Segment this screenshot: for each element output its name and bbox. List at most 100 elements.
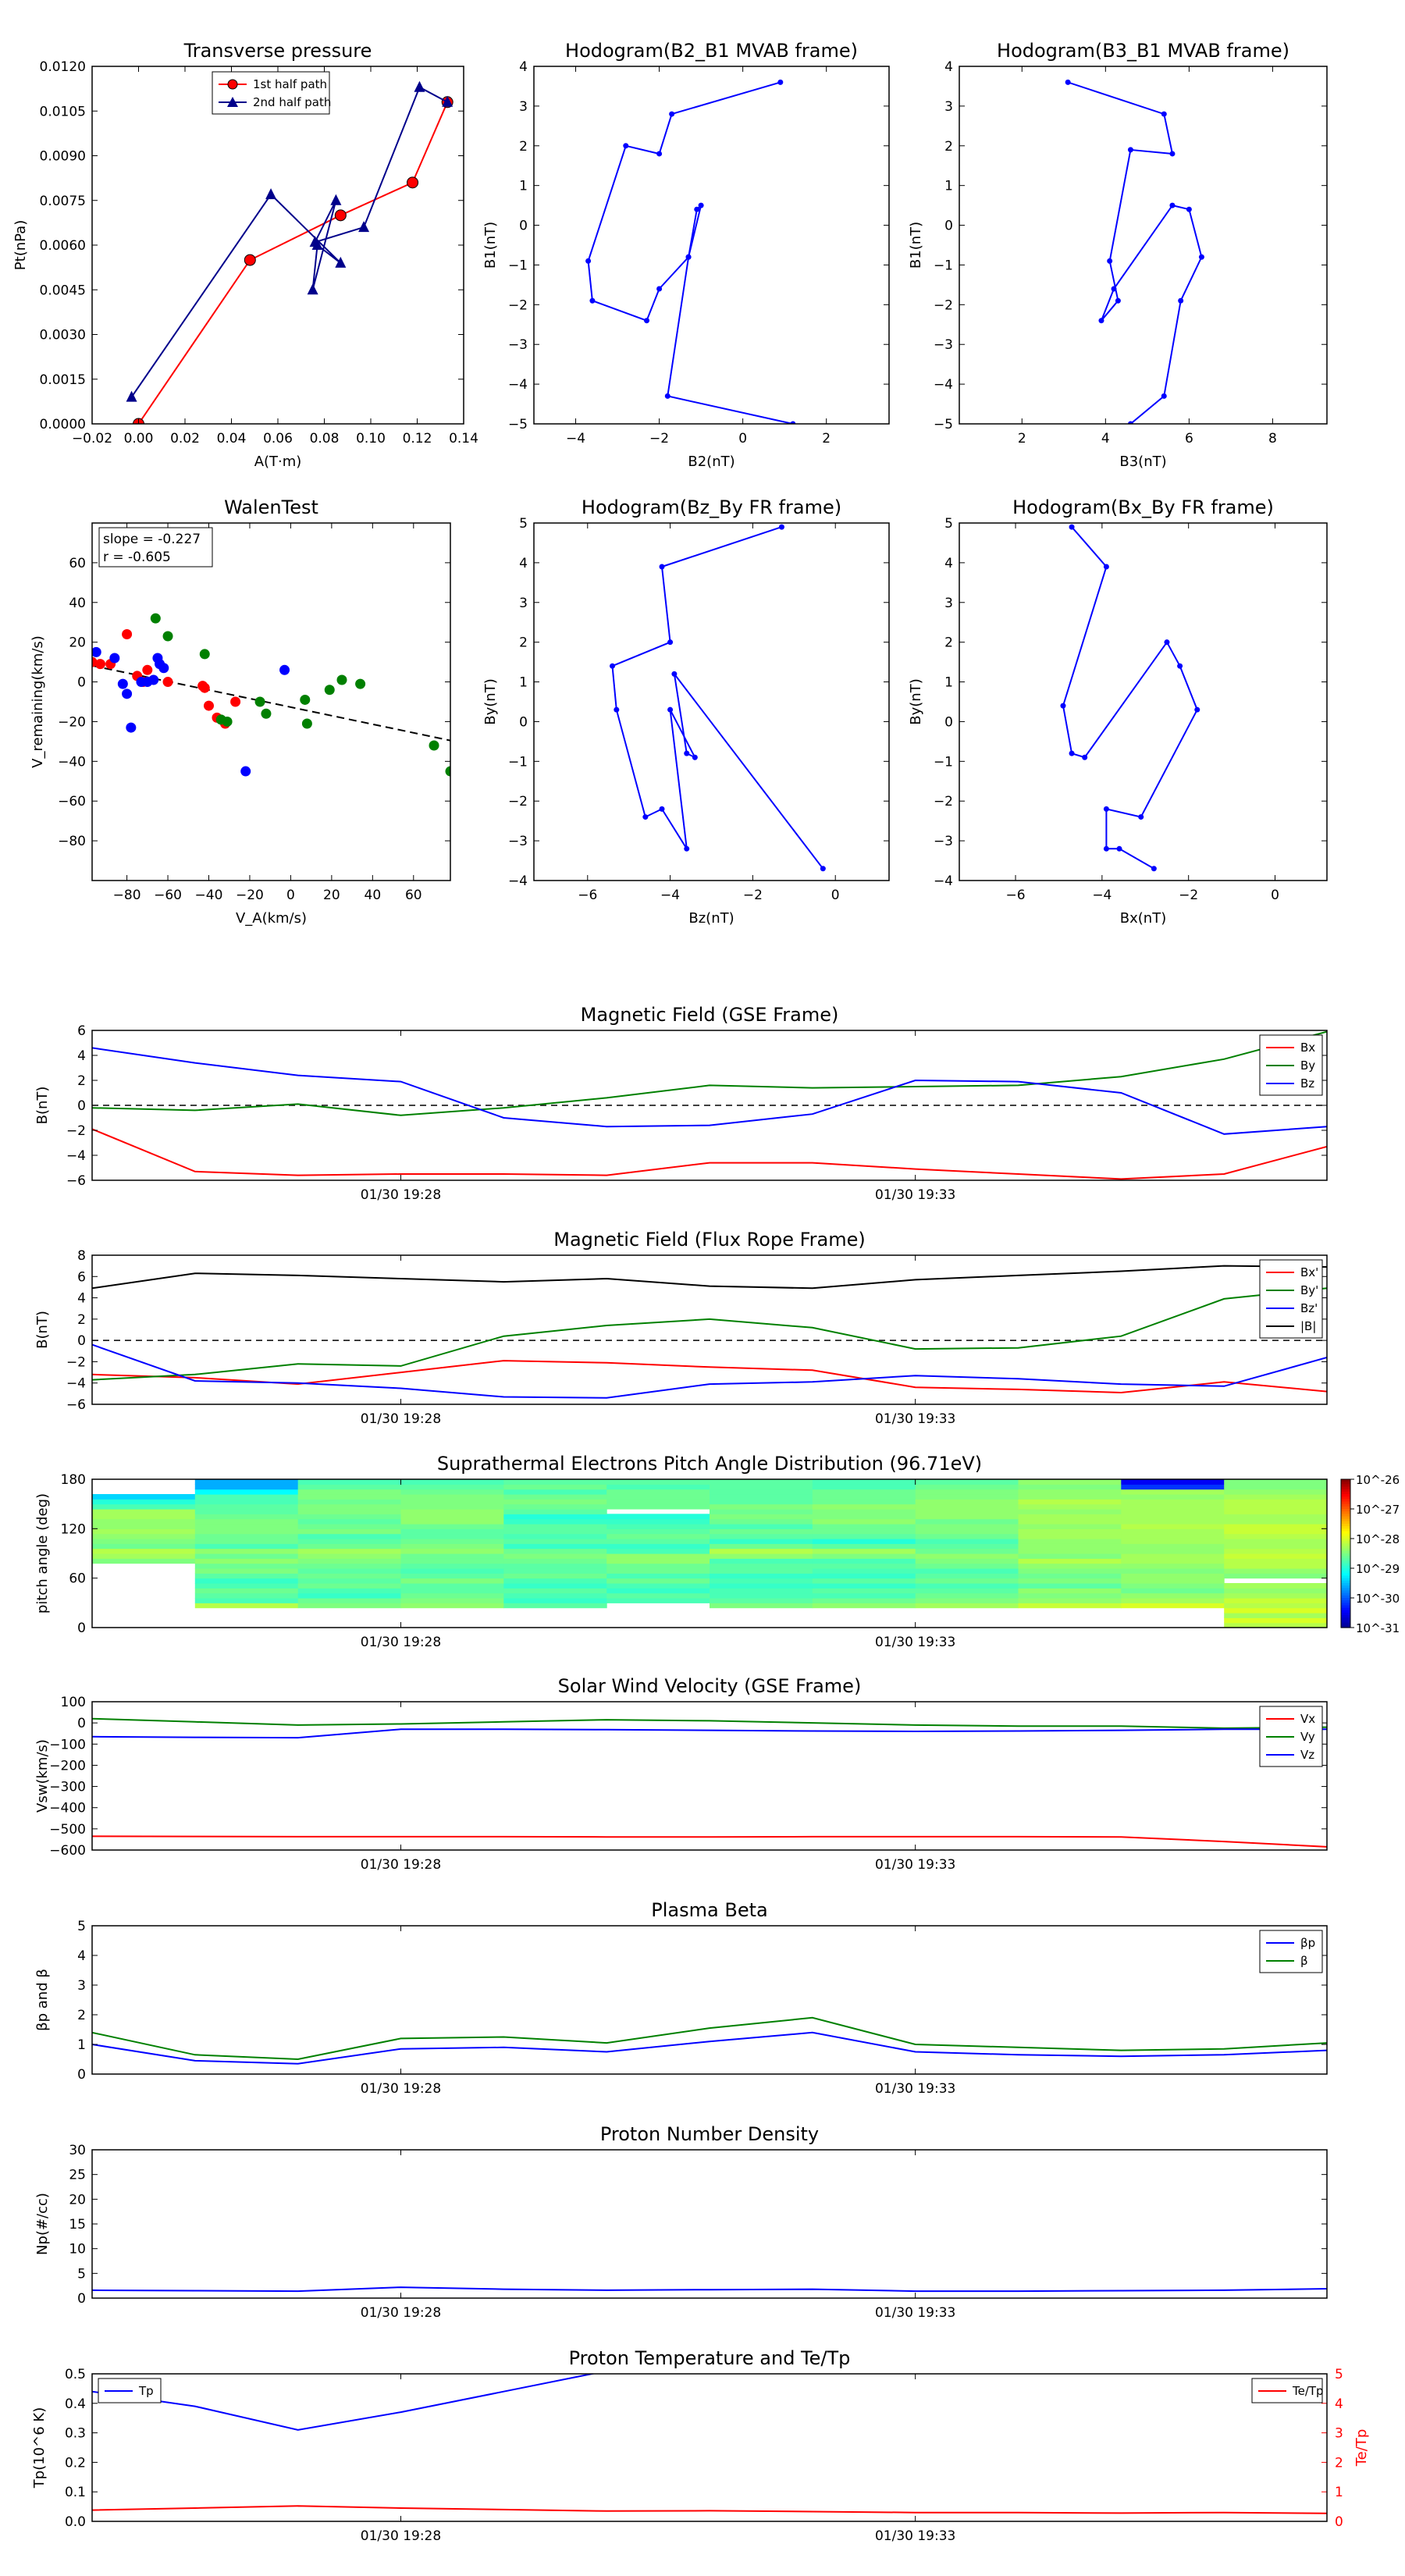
y2-tick-label: 5 — [1335, 2367, 1343, 2382]
y2-tick-label: 1 — [1335, 2485, 1343, 2500]
plot-area — [585, 79, 796, 424]
x-tick-label: 2 — [1018, 431, 1026, 447]
plot-area — [92, 1479, 1327, 1628]
plot-frame — [91, 522, 451, 881]
x-tick-label: 0 — [738, 431, 747, 447]
heat-cell — [1121, 1494, 1225, 1500]
heat-cell — [812, 1578, 916, 1584]
y-tick-label: −2 — [934, 297, 953, 313]
heat-cell — [915, 1489, 1019, 1495]
x-tick-label: 01/30 19:33 — [875, 1635, 955, 1650]
colorbar-segment — [1341, 1486, 1350, 1490]
y-tick-label: 100 — [61, 1695, 86, 1710]
series-line-By — [92, 1030, 1327, 1116]
y-tick-label: −1 — [934, 258, 953, 273]
y-tick-label: −20 — [58, 714, 86, 730]
heat-cell — [194, 1518, 299, 1525]
heat-cell — [1224, 1568, 1327, 1574]
y-axis-label: Np(#/cc) — [34, 2193, 51, 2255]
y-tick-label: −2 — [66, 1123, 86, 1139]
y-tick-label: 0.0075 — [40, 194, 86, 209]
colorbar-segment — [1341, 1550, 1350, 1554]
scatter-point — [148, 674, 159, 685]
heat-cell — [503, 1518, 607, 1525]
colorbar-segment — [1341, 1558, 1350, 1562]
annotation-frame — [98, 527, 213, 568]
colorbar-segment — [1341, 1541, 1350, 1544]
heat-cell — [606, 1518, 710, 1525]
scatter-point — [300, 694, 311, 705]
data-point — [642, 814, 649, 820]
heat-cell — [915, 1603, 1019, 1609]
heat-cell — [503, 1528, 607, 1535]
y-tick-label: 2 — [519, 139, 528, 155]
colorbar-segment — [1341, 1620, 1350, 1624]
x-tick-label: 20 — [323, 888, 340, 903]
heat-cell — [915, 1509, 1019, 1514]
heat-cell — [710, 1553, 813, 1559]
heat-cell — [1018, 1494, 1122, 1500]
x-axis-label: A(T·m) — [254, 454, 302, 470]
y-tick-label: 0.0105 — [40, 104, 86, 119]
colorbar-segment — [1341, 1489, 1350, 1493]
heat-cell — [1121, 1592, 1225, 1599]
legend: Bx By Bz — [1259, 1034, 1323, 1096]
heat-cell — [1018, 1603, 1122, 1609]
heat-cell — [92, 1548, 196, 1554]
y-tick-label: −300 — [49, 1780, 86, 1795]
heat-cell — [503, 1543, 607, 1550]
data-point — [1069, 524, 1075, 530]
x-tick-label: 0.14 — [449, 431, 478, 447]
heat-cell — [1121, 1499, 1225, 1505]
heat-cell — [710, 1524, 813, 1529]
heat-cell — [1121, 1533, 1225, 1539]
y-tick-label: 3 — [944, 596, 953, 611]
scatter-point — [94, 659, 105, 670]
heat-cell — [812, 1563, 916, 1569]
heat-cell — [297, 1533, 402, 1539]
y2-axis-label: Te/Tp — [1353, 2429, 1370, 2467]
heat-cell — [297, 1573, 402, 1579]
data-point — [1103, 845, 1109, 852]
heat-cell — [1018, 1598, 1122, 1603]
annotation-box: slope = -0.227 r = -0.605 — [98, 527, 213, 568]
heat-cell — [1224, 1484, 1327, 1490]
y-tick-label: 15 — [69, 2217, 86, 2233]
heat-cell — [297, 1503, 402, 1510]
colorbar-label: 10^-28 — [1356, 1532, 1400, 1546]
y-axis-label: pitch angle (deg) — [34, 1493, 51, 1614]
heat-cell — [915, 1568, 1019, 1574]
y-tick-label: −3 — [934, 834, 953, 849]
x-tick-label: −4 — [566, 431, 585, 447]
plot-frame — [533, 66, 890, 425]
heat-cell — [400, 1583, 504, 1589]
heat-cell — [297, 1588, 402, 1594]
chart-title: Proton Temperature and Te/Tp — [569, 2347, 851, 2369]
heat-cell — [92, 1533, 196, 1539]
colorbar-segment — [1341, 1592, 1350, 1596]
heat-cell — [710, 1499, 813, 1505]
heat-cell — [400, 1518, 504, 1525]
y-tick-label: 1 — [519, 179, 528, 194]
heat-cell — [194, 1553, 299, 1559]
scatter-point — [204, 700, 215, 711]
y-tick-label: 0.2 — [65, 2455, 86, 2471]
x-axis-label: B2(nT) — [688, 454, 735, 470]
heat-cell — [1121, 1518, 1225, 1525]
y-tick-label: −6 — [66, 1397, 86, 1413]
data-point — [1115, 297, 1121, 304]
heat-cell — [710, 1573, 813, 1579]
heat-cell — [297, 1484, 402, 1490]
y-tick-label: −1 — [508, 754, 528, 770]
y-tick-label: 3 — [519, 596, 528, 611]
x-axis-label: V_A(km/s) — [236, 910, 307, 927]
heat-cell — [1121, 1553, 1225, 1559]
heat-cell — [606, 1539, 710, 1544]
y-tick-label: −5 — [508, 417, 528, 432]
y-axis-label: Tp(10^6 K) — [31, 2407, 48, 2489]
colorbar-segment — [1341, 1615, 1350, 1618]
colorbar-segment — [1341, 1521, 1350, 1525]
x-tick-label: 01/30 19:33 — [875, 1187, 955, 1203]
heat-cell — [1018, 1514, 1122, 1520]
chart-title: Hodogram(B3_B1 MVAB frame) — [997, 40, 1289, 62]
